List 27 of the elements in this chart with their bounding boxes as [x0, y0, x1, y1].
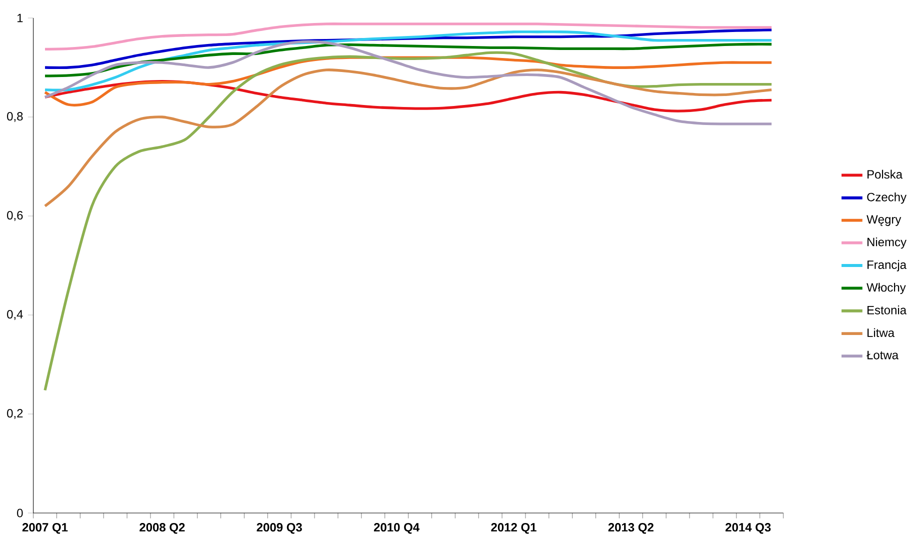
y-tick-label: 0	[17, 508, 23, 518]
x-tick-label: 2007 Q1	[22, 523, 68, 534]
line-series	[44, 68, 773, 208]
x-tick-label: 2014 Q3	[726, 523, 771, 534]
legend-label: Czechy	[867, 192, 907, 204]
legend-label: Włochy	[866, 282, 906, 294]
y-tick-label: 0,8	[7, 112, 23, 122]
legend-label: Łotwa	[866, 350, 899, 360]
x-tick-label: 2008 Q2	[140, 523, 185, 534]
x-tick-label: 2009 Q3	[256, 523, 302, 534]
y-tick-label: 0,4	[7, 310, 23, 320]
line-series	[44, 51, 773, 392]
legend-label: Litwa	[868, 328, 895, 338]
x-tick-label: 2013 Q2	[608, 523, 654, 534]
y-tick-label: 1	[17, 14, 23, 22]
x-tick-label: 2012 Q1	[491, 523, 536, 534]
y-tick-label: 0,2	[7, 409, 23, 419]
y-tick-label: 0,6	[7, 211, 23, 221]
legend-label: Polska	[868, 170, 903, 179]
line-series	[44, 40, 773, 126]
legend-label: Węgry	[866, 215, 902, 226]
line-series	[44, 42, 773, 78]
line-series	[44, 22, 773, 51]
legend-label: Estonia	[868, 306, 907, 314]
legend-label: Niemcy	[868, 237, 906, 249]
x-tick-label: 2010 Q4	[374, 523, 420, 534]
legend-label: Francja	[868, 260, 907, 272]
